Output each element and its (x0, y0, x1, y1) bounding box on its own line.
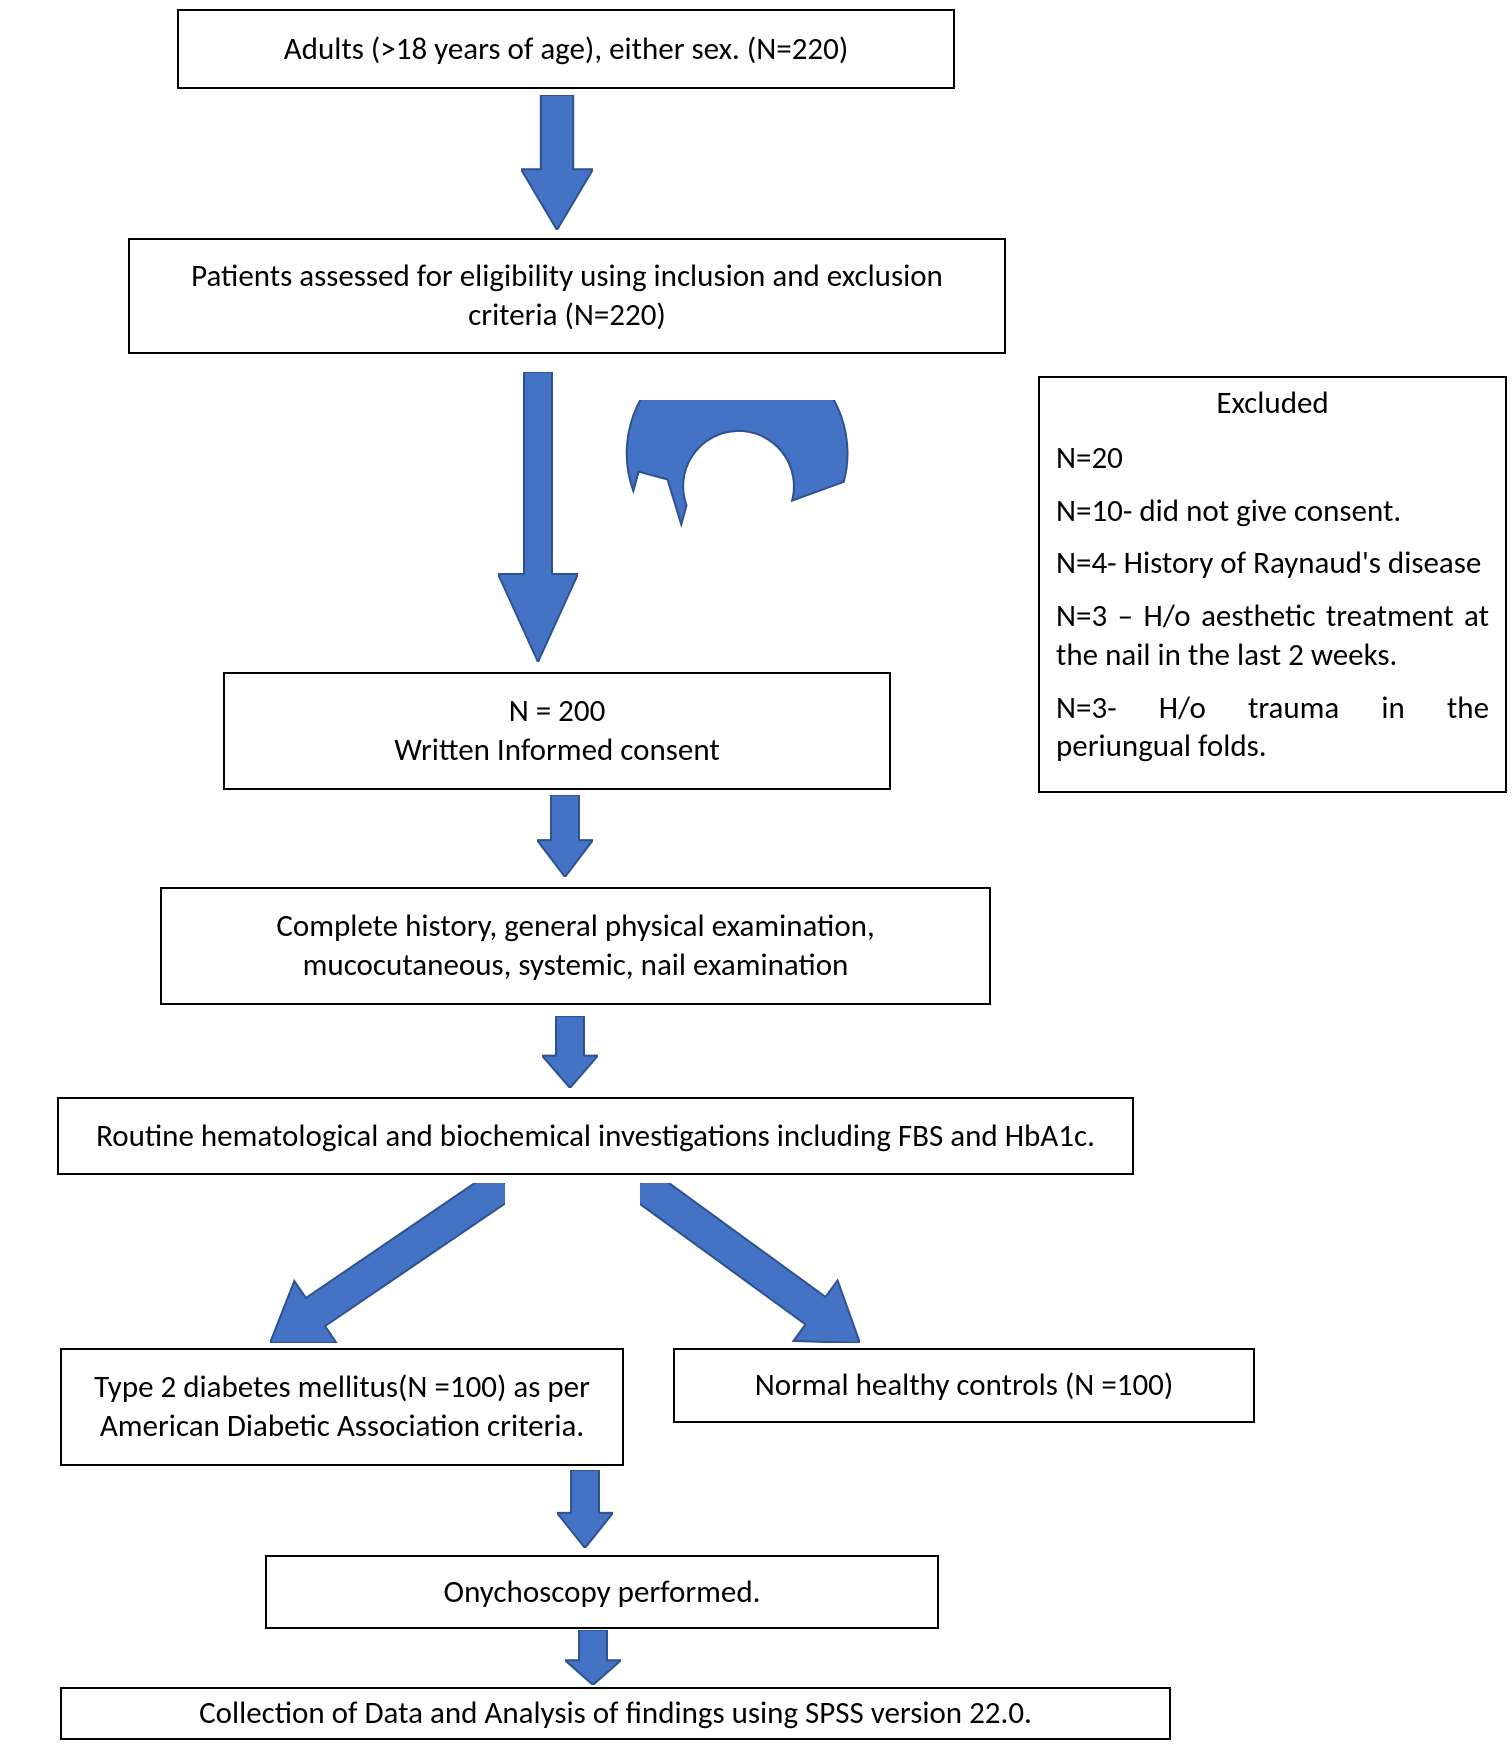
exclusion-line: N=3- H/o trauma in the periungual folds. (1056, 689, 1489, 767)
flow-node-text: Onychoscopy performed. (444, 1573, 761, 1612)
exclusion-line: N=20 (1056, 439, 1489, 478)
flow-node-text: Type 2 diabetes mellitus(N =100) as per … (78, 1368, 606, 1446)
flow-node-text: Complete history, general physical exami… (178, 907, 973, 985)
exclusion-line: N=3 – H/o aesthetic treatment at the nai… (1056, 597, 1489, 675)
exclusion-line: N=10- did not give consent. (1056, 492, 1489, 531)
flow-node-n6: Type 2 diabetes mellitus(N =100) as per … (60, 1348, 624, 1466)
arrow-down-icon (270, 1183, 505, 1343)
flow-node-n7: Normal healthy controls (N =100) (673, 1348, 1255, 1423)
arrow-down-icon (498, 372, 578, 662)
flow-node-ex: Excluded N=20 N=10- did not give consent. N… (1038, 376, 1507, 793)
flow-node-text: Collection of Data and Analysis of findi… (199, 1694, 1032, 1733)
flow-node-n2: Patients assessed for eligibility using … (128, 238, 1006, 354)
arrow-down-icon (565, 1630, 621, 1685)
arrow-down-icon (537, 795, 593, 877)
flow-node-text: N = 200Written Informed consent (394, 692, 719, 770)
flow-node-n1: Adults (>18 years of age), either sex. (… (177, 9, 955, 89)
flow-node-n9: Collection of Data and Analysis of findi… (60, 1687, 1171, 1740)
arrow-down-icon (557, 1470, 613, 1548)
exclusion-title: Excluded (1056, 384, 1489, 423)
arrow-down-icon (521, 95, 593, 230)
arrow-down-icon (542, 1016, 598, 1088)
flow-node-text: Adults (>18 years of age), either sex. (… (284, 30, 849, 69)
flowchart-canvas: Adults (>18 years of age), either sex. (… (0, 0, 1512, 1751)
flow-node-text: Routine hematological and biochemical in… (96, 1117, 1095, 1156)
flow-node-n3: N = 200Written Informed consent (223, 672, 891, 790)
flow-node-n8: Onychoscopy performed. (265, 1555, 939, 1629)
exclusion-line: N=4- History of Raynaud's disease (1056, 544, 1489, 583)
curved-arrow-icon (610, 400, 870, 630)
flow-node-text: Normal healthy controls (N =100) (755, 1366, 1174, 1405)
arrow-down-icon (640, 1183, 860, 1343)
flow-node-text: Patients assessed for eligibility using … (146, 257, 988, 335)
flow-node-n4: Complete history, general physical exami… (160, 887, 991, 1005)
flow-node-n5: Routine hematological and biochemical in… (57, 1097, 1134, 1175)
